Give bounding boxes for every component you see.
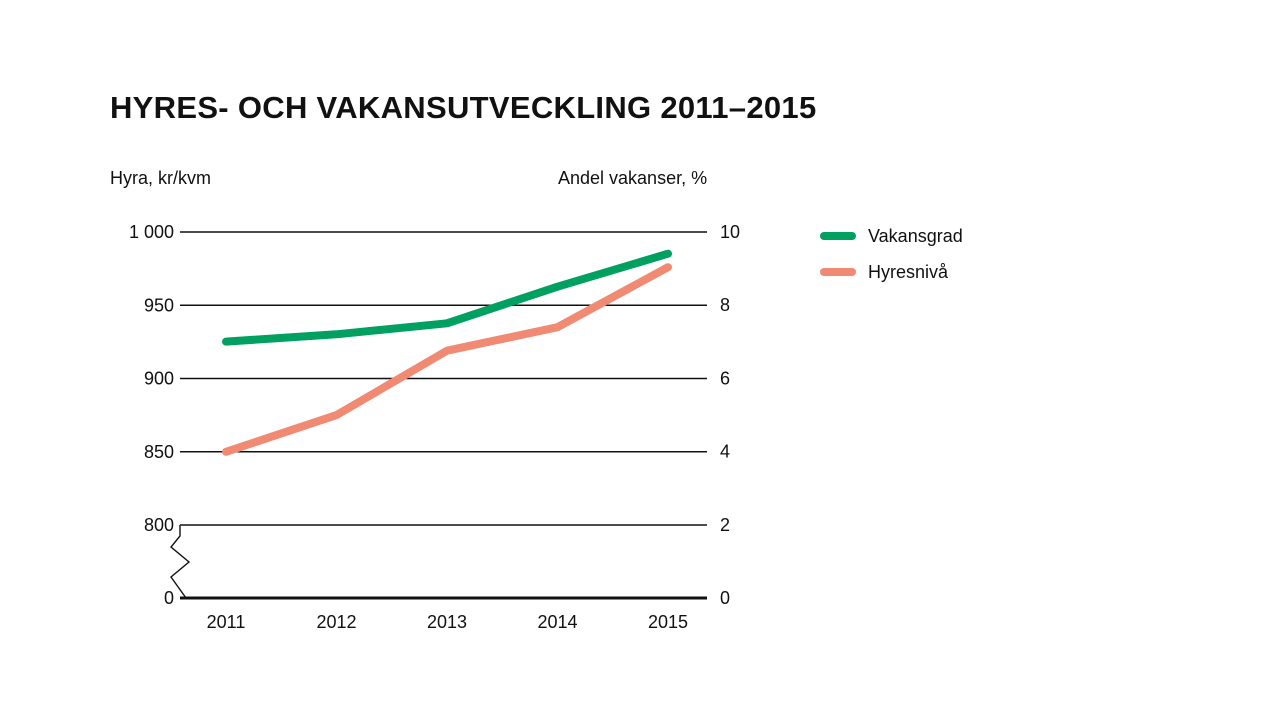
series-line-hyresniva — [222, 263, 672, 456]
legend-swatch-hyresniva — [820, 268, 856, 276]
legend: Vakansgrad Hyresnivå — [820, 218, 963, 290]
legend-swatch-vakansgrad — [820, 232, 856, 240]
left-axis-title: Hyra, kr/kvm — [110, 168, 211, 188]
right-axis-title: Andel vakanser, % — [558, 168, 708, 188]
legend-label-vakansgrad: Vakansgrad — [868, 225, 963, 246]
x-tick-label: 2011 — [207, 612, 246, 632]
right-tick-label: 2 — [720, 515, 730, 535]
series-line-vakansgrad — [222, 249, 672, 346]
chart-title: HYRES- OCH VAKANSUTVECKLING 2011–2015 — [110, 90, 817, 125]
left-tick-label: 1 000 — [129, 222, 174, 242]
right-tick-label: 4 — [720, 442, 730, 462]
x-tick-label: 2014 — [537, 612, 577, 632]
legend-item-vakansgrad: Vakansgrad — [820, 218, 963, 254]
legend-item-hyresniva: Hyresnivå — [820, 254, 963, 290]
legend-label-hyresniva: Hyresnivå — [868, 261, 949, 282]
left-tick-label: 950 — [144, 295, 174, 315]
left-tick-label: 0 — [164, 588, 174, 608]
left-tick-label: 900 — [144, 369, 174, 389]
right-tick-label: 8 — [720, 295, 730, 315]
right-tick-label: 6 — [720, 368, 730, 388]
right-tick-label: 0 — [720, 588, 730, 608]
x-tick-label: 2013 — [427, 612, 467, 632]
axis-break-mark — [170, 525, 191, 599]
left-tick-label: 850 — [144, 442, 174, 462]
left-tick-label: 800 — [144, 515, 174, 535]
x-tick-label: 2012 — [316, 612, 356, 632]
x-tick-label: 2015 — [648, 612, 688, 632]
right-tick-label: 10 — [720, 222, 740, 242]
